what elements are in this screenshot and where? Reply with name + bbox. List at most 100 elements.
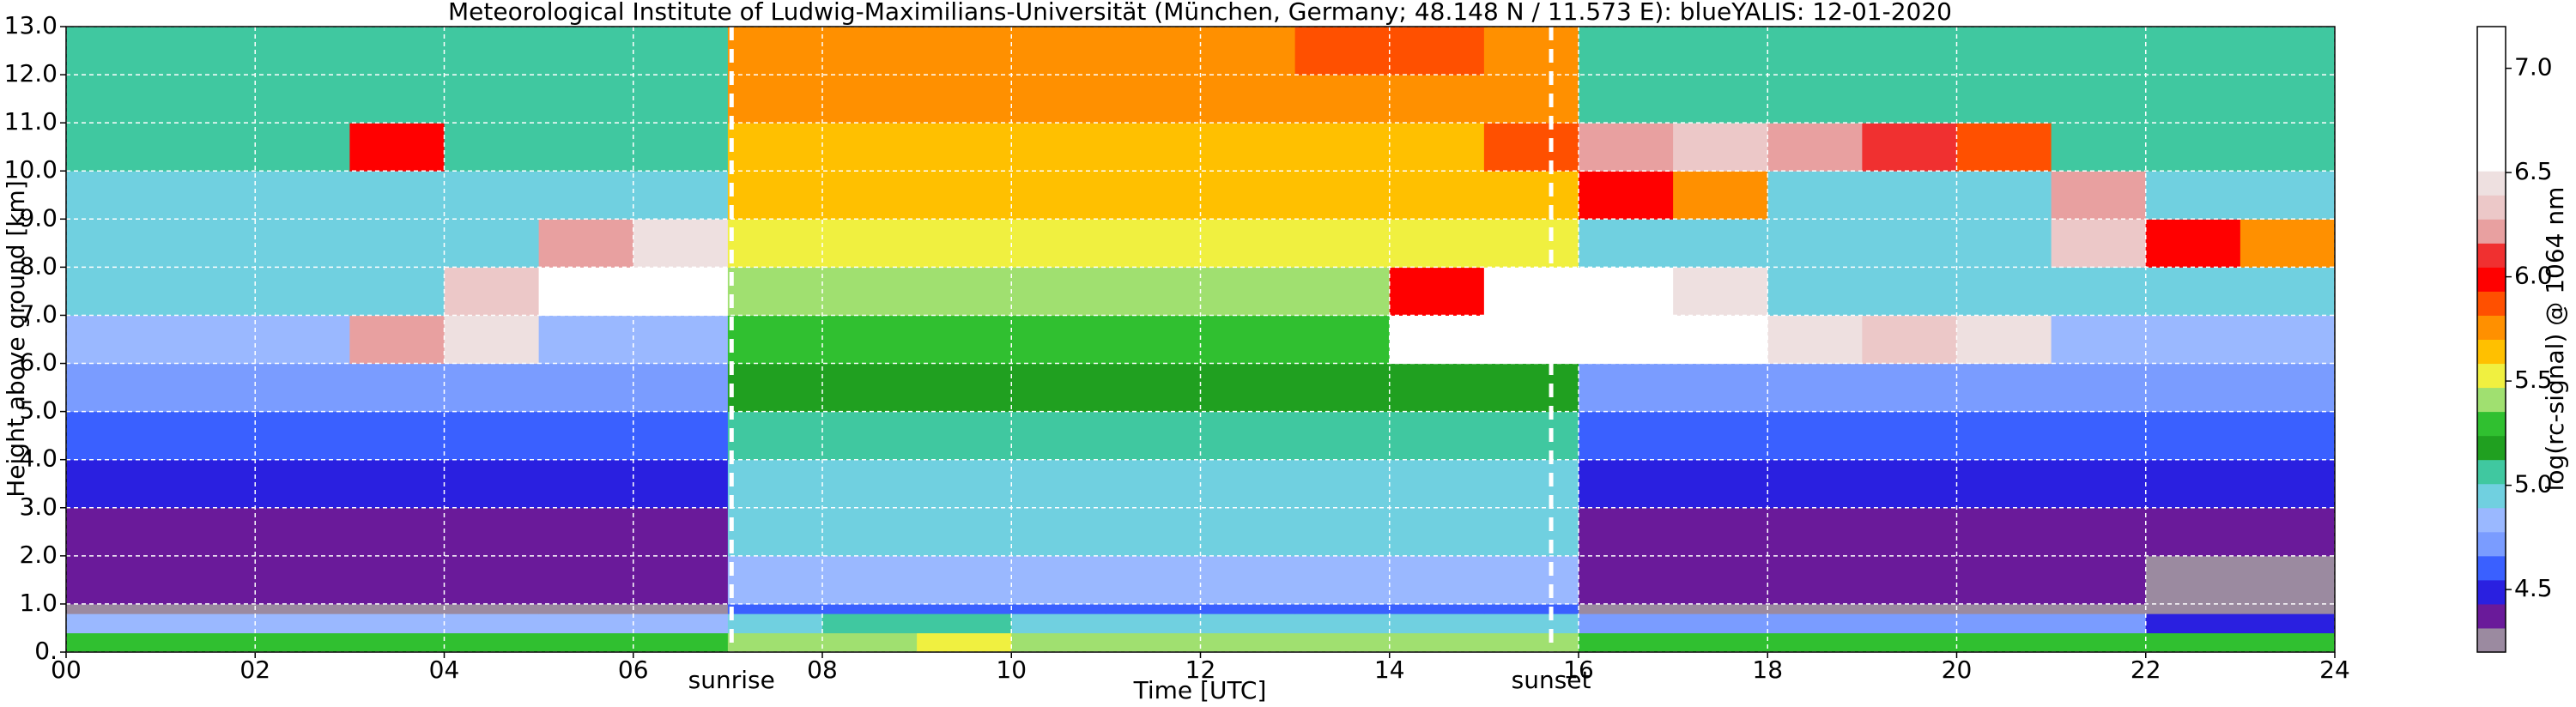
heatmap-cell bbox=[1483, 219, 1579, 268]
heatmap-cell bbox=[633, 632, 729, 653]
heatmap-cell bbox=[1673, 411, 1768, 461]
heatmap-cell bbox=[633, 363, 729, 413]
heatmap-cell bbox=[2240, 219, 2336, 268]
heatmap-cell bbox=[66, 555, 161, 605]
heatmap-cell bbox=[1956, 613, 2052, 634]
colorbar-segment bbox=[2477, 267, 2506, 292]
colorbar-segment bbox=[2477, 123, 2506, 148]
heatmap-cell bbox=[1011, 267, 1106, 316]
heatmap-cell bbox=[66, 603, 161, 614]
y-tick-label: 6.0 bbox=[19, 348, 58, 377]
colorbar-segment bbox=[2477, 555, 2506, 581]
heatmap-cell bbox=[1200, 123, 1296, 172]
heatmap-cell bbox=[727, 411, 823, 461]
colorbar-segment bbox=[2477, 243, 2506, 268]
heatmap-cell bbox=[1483, 411, 1579, 461]
colorbar-segment bbox=[2477, 27, 2506, 51]
heatmap-cell bbox=[1767, 459, 1863, 509]
heatmap-cell bbox=[538, 411, 634, 461]
heatmap-cell bbox=[1389, 459, 1485, 509]
colorbar-segment bbox=[2477, 627, 2506, 653]
heatmap-cell bbox=[917, 123, 1012, 172]
y-tick-label: 3.0 bbox=[19, 492, 58, 521]
x-tick-label: 04 bbox=[429, 656, 460, 684]
heatmap-cell bbox=[538, 27, 634, 76]
heatmap-cell bbox=[538, 267, 634, 316]
heatmap-cell bbox=[1767, 75, 1863, 124]
heatmap-cell bbox=[1862, 171, 1957, 220]
heatmap-cell bbox=[2051, 27, 2147, 76]
heatmap-cell bbox=[538, 363, 634, 413]
heatmap-cell bbox=[917, 459, 1012, 509]
heatmap-cell bbox=[822, 603, 918, 614]
heatmap-cell bbox=[1011, 123, 1106, 172]
heatmap-cell bbox=[727, 219, 823, 268]
heatmap-cell bbox=[444, 363, 540, 413]
heatmap-cell bbox=[727, 613, 823, 634]
heatmap-cell bbox=[1673, 632, 1768, 653]
heatmap-cell bbox=[538, 632, 634, 653]
colorbar-segment bbox=[2477, 387, 2506, 413]
heatmap-cell bbox=[444, 603, 540, 614]
heatmap-cell bbox=[1483, 267, 1579, 316]
heatmap-cell bbox=[1673, 603, 1768, 614]
heatmap-cell bbox=[1579, 75, 1674, 124]
heatmap-cell bbox=[1389, 27, 1485, 76]
heatmap-cell bbox=[2145, 75, 2241, 124]
heatmap-cell bbox=[1200, 411, 1296, 461]
heatmap-cell bbox=[917, 555, 1012, 605]
heatmap-cell bbox=[1673, 613, 1768, 634]
heatmap-cell bbox=[1862, 123, 1957, 172]
colorbar-segment bbox=[2477, 531, 2506, 557]
heatmap-cell bbox=[2145, 613, 2241, 634]
heatmap-cell bbox=[917, 411, 1012, 461]
heatmap-cell bbox=[1106, 27, 1201, 76]
heatmap-cell bbox=[1483, 315, 1579, 365]
heatmap-cell bbox=[822, 171, 918, 220]
colorbar-segment bbox=[2477, 363, 2506, 389]
heatmap-cell bbox=[161, 123, 256, 172]
heatmap-cell bbox=[2240, 267, 2336, 316]
heatmap-cell bbox=[161, 603, 256, 614]
heatmap-cell bbox=[1483, 603, 1579, 614]
y-tick-label: 8.0 bbox=[19, 251, 58, 280]
heatmap-cell bbox=[1673, 507, 1768, 557]
heatmap-cell bbox=[822, 555, 918, 605]
heatmap-cell bbox=[2145, 459, 2241, 509]
heatmap-cell bbox=[2051, 632, 2147, 653]
heatmap-cell bbox=[161, 171, 256, 220]
heatmap-cell bbox=[727, 507, 823, 557]
colorbar-tick-label: 6.0 bbox=[2514, 262, 2553, 290]
heatmap-cell bbox=[66, 411, 161, 461]
heatmap-cell bbox=[1011, 363, 1106, 413]
heatmap-cell bbox=[633, 459, 729, 509]
heatmap-cell bbox=[1579, 459, 1674, 509]
chart-title: Meteorological Institute of Ludwig-Maxim… bbox=[448, 0, 1952, 26]
heatmap-cell bbox=[444, 555, 540, 605]
heatmap-cell bbox=[1579, 315, 1674, 365]
heatmap-cell bbox=[727, 75, 823, 124]
heatmap-cell bbox=[1767, 613, 1863, 634]
heatmap-cell bbox=[349, 75, 445, 124]
heatmap-cell bbox=[1294, 411, 1391, 461]
x-tick-label: 08 bbox=[807, 656, 838, 684]
heatmap-cell bbox=[444, 632, 540, 653]
heatmap-cell bbox=[633, 267, 729, 316]
heatmap-cell bbox=[1389, 171, 1485, 220]
heatmap-cell bbox=[1011, 613, 1106, 634]
heatmap-cell bbox=[66, 315, 161, 365]
heatmap-cell bbox=[444, 411, 540, 461]
y-tick-label: 13.0 bbox=[4, 11, 58, 39]
heatmap-cell bbox=[1862, 613, 1957, 634]
heatmap-cell bbox=[255, 555, 350, 605]
x-tick-label: 24 bbox=[2319, 656, 2350, 684]
heatmap-cell bbox=[1579, 27, 1674, 76]
heatmap-cell bbox=[538, 459, 634, 509]
heatmap-cell bbox=[822, 75, 918, 124]
heatmap-cell bbox=[1956, 632, 2052, 653]
heatmap-cell bbox=[538, 603, 634, 614]
heatmap-cell bbox=[2145, 507, 2241, 557]
heatmap-cell bbox=[66, 123, 161, 172]
heatmap-cell bbox=[161, 219, 256, 268]
heatmap-cell bbox=[2051, 75, 2147, 124]
